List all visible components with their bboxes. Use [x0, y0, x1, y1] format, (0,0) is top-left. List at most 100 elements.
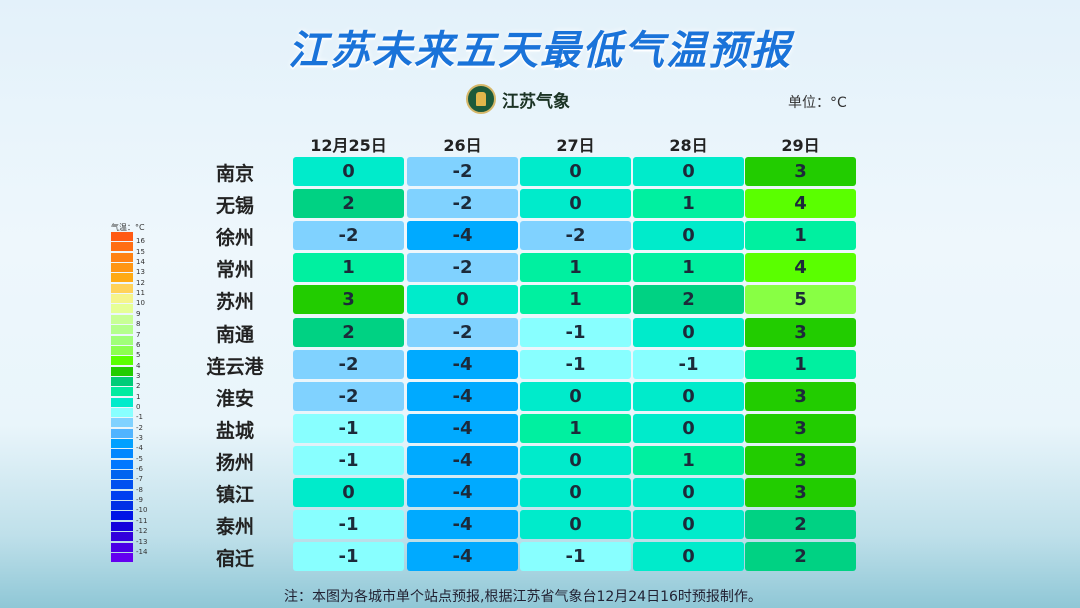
temperature-cell: -1	[520, 542, 631, 572]
legend-swatch	[111, 532, 133, 542]
legend-label: -1	[136, 413, 143, 422]
legend-label: 14	[136, 258, 145, 267]
temperature-cell: 3	[745, 478, 856, 507]
legend-swatch	[111, 552, 133, 562]
logo: 江苏气象	[466, 84, 570, 114]
temperature-cell: -4	[407, 381, 518, 411]
legend-swatch	[111, 263, 133, 273]
temperature-cell: 2	[293, 189, 404, 219]
unit-label: 单位：°C	[788, 95, 847, 111]
temperature-cell: -4	[407, 413, 518, 443]
temperature-cell: 0	[520, 189, 631, 219]
temperature-cell: -1	[293, 510, 404, 540]
temperature-cell: 4	[745, 253, 856, 283]
temperature-cell: 1	[520, 413, 631, 443]
temperature-cell: -4	[407, 478, 518, 507]
temperature-cell: -1	[293, 413, 404, 443]
legend-swatch	[111, 294, 133, 304]
legend-label: -10	[136, 506, 148, 515]
city-label: 镇江	[215, 484, 254, 506]
legend-swatch	[111, 242, 133, 252]
legend-swatch	[111, 470, 133, 480]
legend-swatch	[111, 459, 133, 469]
temperature-cell: 3	[745, 317, 856, 347]
city-label: 盐城	[215, 419, 254, 442]
legend-swatch	[111, 335, 133, 345]
column-header: 12月25日	[310, 136, 387, 155]
legend-swatch	[111, 356, 133, 366]
legend-label: 15	[136, 247, 145, 256]
page-title: 江苏未来五天最低气温预报	[288, 28, 792, 74]
temperature-cell: 0	[293, 478, 404, 507]
temperature-cell: 1	[745, 221, 856, 251]
temperature-cell: 1	[633, 253, 744, 283]
legend-label: 3	[136, 371, 141, 380]
legend-label: -14	[136, 547, 148, 556]
legend-swatch	[111, 376, 133, 386]
temperature-cell: 0	[633, 157, 744, 186]
legend-swatch	[111, 511, 133, 521]
temperature-cell: 0	[633, 510, 744, 540]
temperature-cell: 0	[633, 221, 744, 251]
temperature-cell: 1	[520, 285, 631, 315]
temperature-cell: 1	[633, 189, 744, 219]
temperature-cell: -2	[293, 381, 404, 411]
temperature-cell: -2	[407, 189, 518, 219]
column-header: 29日	[781, 136, 820, 155]
temperature-cell: 3	[293, 285, 404, 315]
temperature-cell: -4	[407, 349, 518, 379]
temperature-cell: 1	[633, 445, 744, 475]
legend-swatch	[111, 387, 133, 397]
city-label: 宿迁	[215, 548, 254, 571]
city-label: 淮安	[215, 387, 254, 410]
city-label: 连云港	[206, 355, 264, 378]
legend-label: -3	[136, 434, 143, 442]
temperature-cell: -1	[633, 349, 744, 379]
temperature-cell: 0	[633, 317, 744, 347]
temperature-cell: -2	[407, 157, 518, 186]
temperature-cell: 0	[293, 157, 404, 186]
legend-swatch	[111, 252, 133, 262]
legend-swatch	[111, 418, 133, 428]
legend-label: 12	[136, 278, 145, 287]
legend-swatch	[111, 273, 133, 283]
legend-swatch	[111, 439, 133, 448]
legend-label: 0	[136, 402, 141, 411]
city-label: 苏州	[215, 291, 254, 314]
legend-label: -2	[136, 423, 143, 432]
legend-swatch	[111, 521, 133, 531]
temperature-cell: 0	[633, 381, 744, 411]
temperature-cell: -2	[293, 221, 404, 251]
legend-label: 5	[136, 351, 141, 360]
legend-label: -13	[136, 537, 148, 546]
legend-label: -4	[136, 444, 143, 453]
legend-swatch	[111, 480, 133, 490]
legend-label: 2	[136, 382, 141, 391]
temperature-cell: -1	[520, 317, 631, 347]
legend-label: 6	[136, 340, 141, 349]
legend-label: 7	[136, 330, 141, 339]
temperature-cell: 1	[293, 253, 404, 283]
temperature-cell: 2	[293, 317, 404, 347]
temperature-cell: 0	[520, 381, 631, 411]
legend-swatch	[111, 428, 133, 438]
legend-label: 1	[136, 392, 141, 401]
legend-label: 4	[136, 361, 141, 370]
temperature-cell: 0	[520, 157, 631, 186]
temperature-cell: 4	[745, 189, 856, 219]
temperature-cell: 0	[633, 542, 744, 572]
temperature-cell: -1	[293, 445, 404, 475]
legend-label: 9	[136, 309, 141, 318]
city-label: 扬州	[215, 451, 254, 474]
temperature-cell: -2	[520, 221, 631, 251]
temperature-cell: 1	[745, 349, 856, 379]
legend-title: 气温：°C	[111, 223, 145, 232]
temperature-cell: 3	[745, 381, 856, 411]
temperature-cell: 2	[633, 285, 744, 315]
city-label: 泰州	[215, 516, 254, 539]
temperature-cell: 0	[520, 510, 631, 540]
temperature-cell: -4	[407, 542, 518, 572]
city-label: 南通	[215, 323, 254, 346]
temperature-cell: 2	[745, 542, 856, 572]
city-label: 南京	[215, 163, 254, 185]
